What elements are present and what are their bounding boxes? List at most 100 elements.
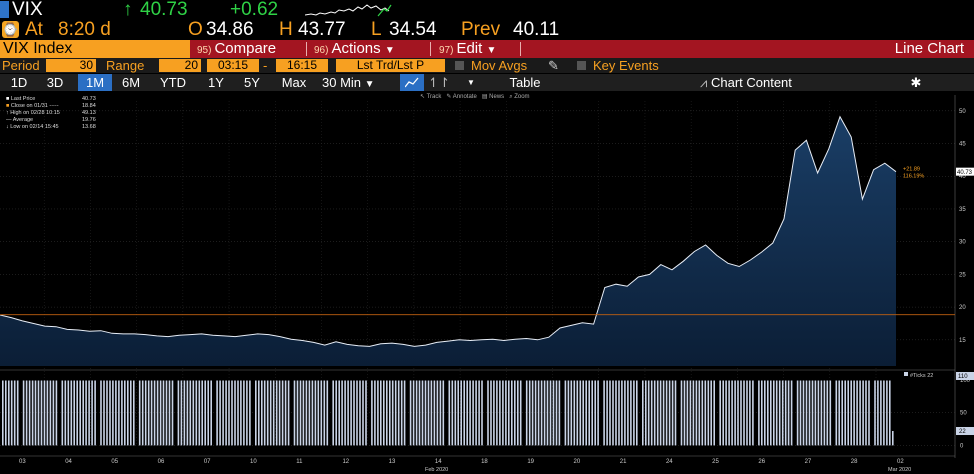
news-tool[interactable]: ▤ News [481,94,505,100]
tick-bar [856,380,858,446]
compare-button[interactable]: 95) Compare [197,40,276,58]
tick-bar [338,380,340,446]
y-tick-label: 50 [959,109,966,115]
prev-value: 40.11 [513,19,560,40]
legend-value: 18.84 [82,103,96,110]
tick-bar [180,380,183,446]
tick-bar [275,380,278,446]
tick-bar [743,380,745,446]
gear-icon[interactable]: ✱ [910,75,922,90]
tick-bar [103,380,105,446]
tick-bar [528,380,531,446]
tick-bar [222,380,224,446]
timeframe-1y[interactable]: 1Y [208,75,224,90]
timeframe-6m[interactable]: 6M [121,75,141,90]
legend-label: Low on 02/14 15:45 [10,124,59,131]
tick-bar [64,380,67,446]
legend-label: Close on 01/31 ----- [10,103,59,110]
track-tool[interactable]: ↖ Track [420,94,442,100]
timeframe-1m[interactable]: 1M [78,74,112,91]
actions-menu[interactable]: 96) Actions ▼ [314,40,395,58]
start-time-input[interactable]: 03:15 [207,59,259,72]
tick-bar [624,380,626,446]
x-tick-label: 25 [712,459,719,465]
edit-menu[interactable]: 97) Edit ▼ [439,40,496,58]
timeframe-5y[interactable]: 5Y [244,75,260,90]
actions-number: 96) [314,45,329,56]
key-events-checkbox[interactable] [577,61,586,70]
y-tick-label: 40 [959,174,966,180]
period-label: Period [2,58,40,73]
tick-bar [287,380,290,446]
tick-bar [859,380,861,446]
tick-bar [519,380,522,446]
tick-bar [272,380,275,446]
sparkline [305,4,392,17]
zoom-tool[interactable]: ⌕ Zoom [509,94,530,100]
security-input[interactable]: VIX Index [0,40,190,58]
timeframe-1d[interactable]: 1D [10,75,28,90]
annotate-tool[interactable]: ✎ Annotate [446,94,477,100]
tick-bar [481,380,483,446]
tick-bar [8,380,10,446]
tick-bar [46,380,49,446]
end-time-input[interactable]: 16:15 [276,59,328,72]
tick-bar [758,380,760,446]
chevron-down-icon: ▼ [384,45,395,56]
tick-bar [371,380,373,446]
range-input[interactable]: 20 [159,59,201,72]
tick-bar [171,380,174,446]
tick-bar [314,380,317,446]
x-month-label: Mar 2020 [888,467,911,473]
up-arrow-icon: ↑ [123,0,133,20]
chevron-down-icon[interactable]: ▼ [467,78,475,87]
legend-swatch: ↑ [6,110,9,117]
x-tick-label: 20 [574,459,581,465]
price-mode-select[interactable]: Lst Trd/Lst P [336,59,445,72]
chart-content-button[interactable]: ⩘ Chart Content [700,74,820,91]
time-label: At [25,19,43,40]
timeframe-3d[interactable]: 3D [46,75,64,90]
tick-bar [874,380,876,446]
tick-bar [731,380,733,446]
tick-bar [650,380,653,446]
timeframe-ytd[interactable]: YTD [160,75,186,90]
tick-bar [752,380,754,446]
tick-bar [150,380,153,446]
tick-bar [350,380,352,446]
line-chart-icon[interactable] [400,74,424,91]
legend-swatch: ↓ [6,124,9,131]
tick-bar [701,380,704,446]
legend-label: Average [12,117,34,124]
tick-bar [412,380,415,446]
tick-bar [192,380,195,446]
ticker-symbol[interactable]: VIX [12,0,43,20]
ticks-legend-label: #Ticks 22 [910,373,933,379]
tick-bar [472,380,474,446]
chart-type-title: Line Chart [894,40,964,57]
timeframe-max[interactable]: Max [281,75,307,90]
tick-bar [659,380,662,446]
interval-select[interactable]: 30 Min ▼ [322,74,384,91]
tick-bar [570,380,573,446]
tick-bar [579,380,582,446]
tick-bar [767,380,769,446]
x-tick-label: 18 [481,459,488,465]
tick-bar [505,380,507,446]
tick-bar [183,380,186,446]
news-label: News [489,94,505,100]
tick-bar [853,380,855,446]
bar-chart-icon[interactable]: ↿↾ [428,75,450,90]
tick-bar [850,380,852,446]
pencil-icon[interactable]: ✎ [548,58,559,73]
tick-bar [540,380,543,446]
x-tick-label: 11 [296,459,303,465]
tick-bar [862,380,864,446]
mov-avgs-checkbox[interactable] [455,61,464,70]
table-button[interactable]: Table [509,75,541,90]
tick-bar [457,380,459,446]
tick-bar [79,380,81,446]
period-input[interactable]: 30 [46,59,96,72]
tick-bar [436,380,439,446]
